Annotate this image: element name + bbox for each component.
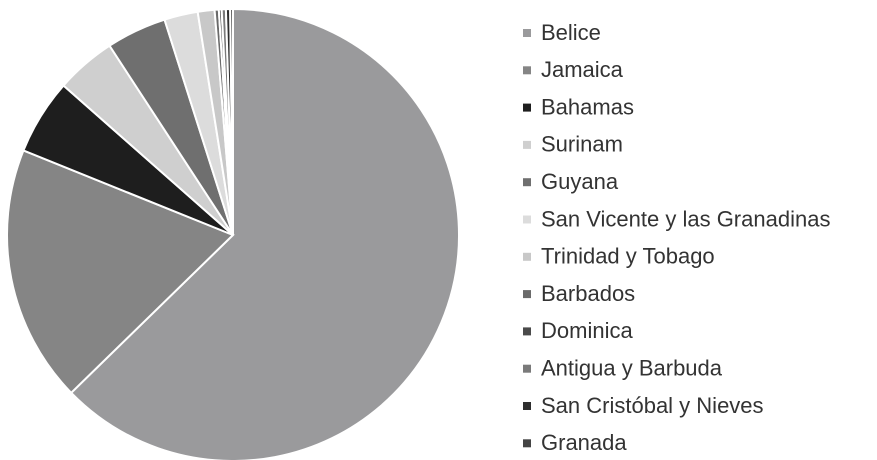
legend-label: San Vicente y las Granadinas: [541, 206, 830, 231]
legend-swatch: [523, 439, 531, 448]
legend-label: Jamaica: [541, 57, 624, 82]
legend-label: Granada: [541, 430, 627, 455]
legend-swatch: [523, 290, 531, 299]
legend-swatch: [523, 402, 531, 410]
legend-label: San Cristóbal y Nieves: [541, 393, 764, 418]
legend-swatch: [523, 66, 531, 75]
legend-swatch: [523, 29, 531, 37]
pie-slice: [229, 7, 234, 236]
legend-label: Trinidad y Tobago: [541, 244, 715, 269]
legend-swatch: [523, 327, 531, 336]
legend-label: Surinam: [541, 132, 623, 157]
legend-label: Dominica: [541, 318, 633, 343]
legend-swatch: [523, 178, 531, 187]
legend-swatch: [523, 140, 531, 149]
legend-swatch: [523, 364, 531, 373]
legend-label: Barbados: [541, 281, 635, 306]
legend-swatch: [523, 252, 531, 261]
pie-slice: [69, 7, 460, 460]
legend-label: Belice: [541, 20, 601, 45]
legend-swatch: [523, 215, 531, 224]
legend-swatch: [523, 103, 531, 112]
legend-label: Guyana: [541, 169, 619, 194]
legend-label: Bahamas: [541, 94, 634, 119]
legend-label: Antigua y Barbuda: [541, 356, 723, 381]
pie-slice: [6, 149, 235, 395]
